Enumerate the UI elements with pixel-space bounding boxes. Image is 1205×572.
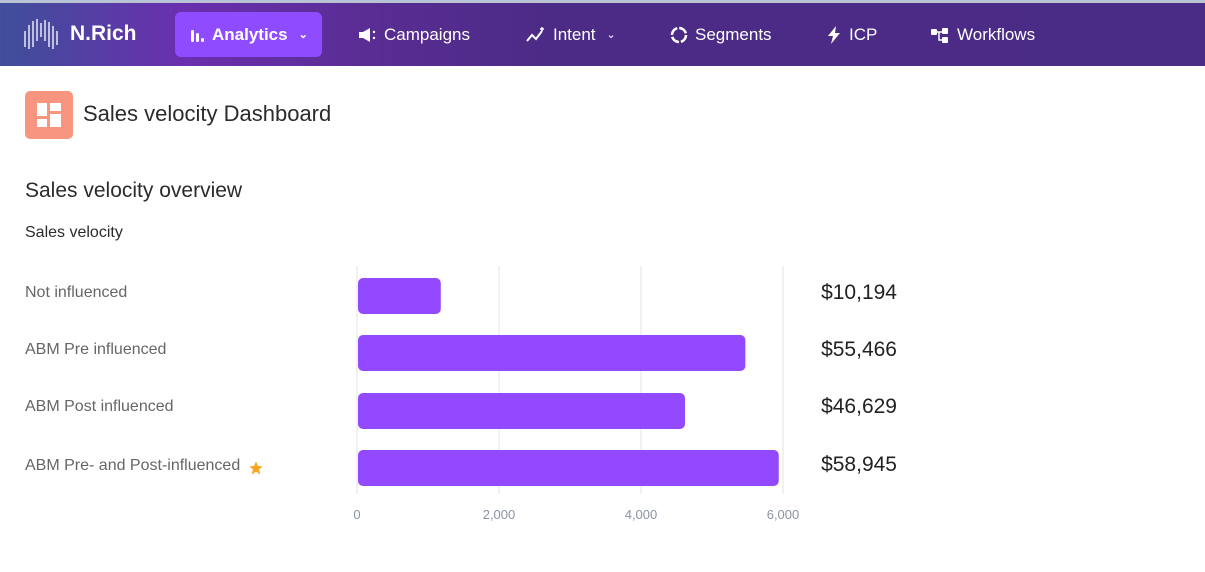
category-text: Not influenced <box>25 284 128 301</box>
megaphone-icon <box>359 27 376 42</box>
sparkline-icon <box>526 26 544 42</box>
nav-campaigns[interactable]: Campaigns <box>357 12 470 57</box>
logo-waves-icon <box>24 19 58 49</box>
star-icon <box>249 461 263 475</box>
x-tick-label: 2,000 <box>483 507 516 522</box>
dashboard-icon <box>25 91 73 139</box>
x-tick-label: 6,000 <box>767 507 800 522</box>
data-label: $55,466 <box>821 338 897 361</box>
nav-label: Intent <box>553 24 596 44</box>
chevron-down-icon: ⌄ <box>606 29 616 41</box>
category-text: ABM Pre- and Post-influenced <box>25 457 241 474</box>
data-label: $10,194 <box>821 281 897 304</box>
nav-workflows[interactable]: Workflows <box>930 12 1035 57</box>
bar <box>358 393 686 429</box>
window-top-border <box>0 0 1205 3</box>
nav-intent[interactable]: Intent ⌄ <box>526 12 616 57</box>
data-label: $46,629 <box>821 395 897 418</box>
bar <box>358 278 441 314</box>
brand-name: N.Rich <box>70 22 137 45</box>
x-tick-label: 4,000 <box>625 507 658 522</box>
nav-label: Campaigns <box>384 24 470 44</box>
category-text: ABM Pre influenced <box>25 341 167 358</box>
lightning-icon <box>828 25 840 44</box>
bar <box>358 450 779 486</box>
bar <box>358 335 746 371</box>
nav-label: Analytics <box>212 24 288 44</box>
category-label: ABM Pre- and Post-influenced <box>25 456 264 476</box>
chart-title: Sales velocity <box>25 224 123 241</box>
top-navigation: N.Rich Analytics ⌄ Campaigns Intent ⌄ Se… <box>0 3 1205 66</box>
circle-segments-icon <box>670 26 688 43</box>
data-label: $58,945 <box>821 453 897 476</box>
category-label: Not influenced <box>25 284 127 302</box>
nav-label: Workflows <box>957 24 1036 44</box>
nav-label: Segments <box>695 24 772 44</box>
category-label: ABM Post influenced <box>25 398 174 416</box>
chevron-down-icon: ⌄ <box>298 29 308 41</box>
nav-segments[interactable]: Segments <box>670 12 772 57</box>
nav-icp[interactable]: ICP <box>826 12 877 57</box>
bar-chart-icon <box>191 29 204 42</box>
section-title: Sales velocity overview <box>25 179 243 202</box>
workflow-icon <box>931 27 948 43</box>
brand-logo[interactable]: N.Rich <box>22 17 137 51</box>
category-text: ABM Post influenced <box>25 398 174 415</box>
category-label: ABM Pre influenced <box>25 341 166 359</box>
x-tick-label: 0 <box>353 507 360 522</box>
page-title: Sales velocity Dashboard <box>83 101 332 126</box>
nav-analytics[interactable]: Analytics ⌄ <box>175 12 322 57</box>
nav-label: ICP <box>849 24 878 44</box>
